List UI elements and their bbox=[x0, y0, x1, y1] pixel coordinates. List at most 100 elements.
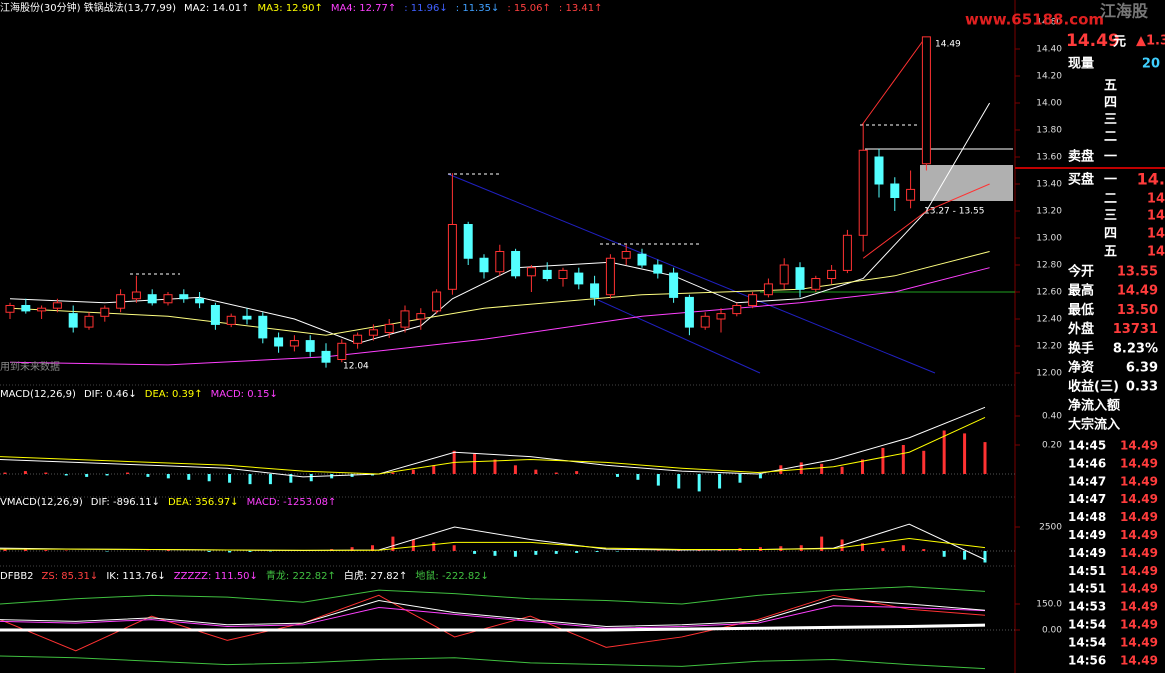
candle-body bbox=[400, 310, 410, 328]
indicator-value: DIF: -896.11↓ bbox=[91, 497, 160, 508]
sidebar-text: 大宗流入 bbox=[1068, 417, 1120, 433]
sidebar-text: 14.49 bbox=[1120, 564, 1158, 578]
candle-body bbox=[558, 269, 568, 279]
sidebar-text: 三 bbox=[1104, 209, 1117, 224]
candle-body bbox=[748, 294, 758, 307]
sidebar-text: 14.49 bbox=[1120, 618, 1158, 632]
indicator-line bbox=[0, 416, 986, 475]
candle-body bbox=[242, 315, 252, 320]
indicator-value: DIF: 0.46↓ bbox=[84, 389, 137, 400]
indicator-value: MA3: 12.90↑ bbox=[257, 3, 322, 14]
ma-line bbox=[9, 251, 990, 336]
sidebar-text: 14:49 bbox=[1068, 546, 1106, 560]
sidebar-text: 14:51 bbox=[1068, 582, 1106, 596]
candle-body bbox=[321, 350, 331, 363]
panel-title: DFBB2 bbox=[0, 571, 34, 582]
candle-body bbox=[384, 323, 394, 333]
candle-body bbox=[779, 264, 789, 285]
sidebar-text: 14.49 bbox=[1120, 635, 1158, 649]
sidebar-text: 14.49 bbox=[1120, 582, 1158, 596]
candle-body bbox=[858, 149, 868, 236]
indicator-line bbox=[0, 538, 986, 551]
sidebar-text: 买盘 bbox=[1068, 172, 1094, 188]
sidebar-text: 14 bbox=[1147, 227, 1165, 242]
candle-body bbox=[289, 340, 299, 347]
candle-body bbox=[258, 315, 268, 339]
y-tick-label: 2500 bbox=[1039, 523, 1062, 533]
candle-body bbox=[874, 156, 884, 185]
sidebar-text: 现量 bbox=[1068, 57, 1094, 72]
candle-body bbox=[147, 294, 157, 304]
sidebar-text: 一 bbox=[1104, 150, 1117, 165]
y-tick-label: 14.60 bbox=[1036, 18, 1062, 28]
indicator-line bbox=[0, 586, 986, 605]
y-tick-label: 12.80 bbox=[1036, 261, 1062, 271]
candle-body bbox=[84, 315, 94, 328]
sidebar-text: 14.49 bbox=[1066, 31, 1120, 51]
candle-body bbox=[116, 294, 126, 309]
candle-body bbox=[811, 278, 821, 290]
y-tick-label: 150.0 bbox=[1036, 600, 1062, 610]
y-tick-label: 12.00 bbox=[1036, 369, 1062, 379]
candle-body bbox=[52, 302, 62, 309]
candle-body bbox=[305, 340, 315, 352]
sidebar-text: 14:49 bbox=[1068, 528, 1106, 542]
candle-body bbox=[590, 283, 600, 298]
sidebar-text: 14:45 bbox=[1068, 439, 1106, 453]
indicator-line bbox=[0, 655, 986, 670]
sidebar-text: 20 bbox=[1142, 57, 1160, 72]
sidebar-text: 14.49 bbox=[1120, 600, 1158, 614]
sidebar-text: 14.49 bbox=[1120, 546, 1158, 560]
logo-brand: 江海股 bbox=[1100, 2, 1149, 21]
projection-line bbox=[861, 37, 926, 126]
candle-body bbox=[653, 264, 663, 274]
candle-body bbox=[906, 188, 916, 201]
sidebar-text: 五 bbox=[1104, 79, 1117, 94]
y-tick-label: 14.00 bbox=[1036, 99, 1062, 109]
candle-body bbox=[637, 253, 647, 266]
sidebar-text: 换手 bbox=[1068, 340, 1094, 356]
sidebar-text: 最低 bbox=[1068, 302, 1094, 318]
indicator-line bbox=[0, 594, 986, 652]
candle-body bbox=[131, 291, 141, 300]
sidebar-text: 元 bbox=[1113, 35, 1126, 50]
sidebar-text: 0.33 bbox=[1126, 380, 1158, 395]
indicator-value: DEA: 356.97↓ bbox=[168, 497, 239, 508]
y-tick-label: 0.00 bbox=[1042, 626, 1062, 636]
candle-body bbox=[179, 294, 189, 300]
sidebar-text: 8.23% bbox=[1113, 341, 1158, 356]
ma-line bbox=[9, 267, 990, 366]
sidebar-text: 收益(三) bbox=[1068, 379, 1119, 395]
sidebar-text: 外盘 bbox=[1067, 321, 1094, 337]
trend-line bbox=[447, 173, 936, 374]
candle-body bbox=[700, 315, 710, 328]
y-tick-label: 13.60 bbox=[1036, 153, 1062, 163]
panel-title: MACD(12,26,9) bbox=[0, 389, 76, 400]
candle-body bbox=[447, 224, 457, 290]
sidebar-text: 五 bbox=[1104, 245, 1117, 260]
sidebar-text: 二 bbox=[1104, 130, 1117, 145]
candle-body bbox=[842, 234, 852, 271]
note: 用到未来数据 bbox=[0, 360, 60, 373]
candle-body bbox=[479, 257, 489, 273]
indicator-value: MA4: 12.77↑ bbox=[331, 3, 396, 14]
candle-body bbox=[526, 267, 536, 277]
indicator-value: : 13.41↑ bbox=[559, 3, 603, 14]
y-tick-label: 14.20 bbox=[1036, 72, 1062, 82]
y-tick-label: 14.40 bbox=[1036, 45, 1062, 55]
candle-body bbox=[226, 315, 236, 325]
y-tick-label: 12.20 bbox=[1036, 342, 1062, 352]
low-label: 12.04 bbox=[343, 362, 369, 372]
indicator-value: MA2: 14.01↑ bbox=[184, 3, 249, 14]
candle-body bbox=[353, 334, 363, 344]
sidebar-text: 14. bbox=[1137, 170, 1165, 189]
sidebar-text: 二 bbox=[1104, 192, 1117, 207]
indicator-value: IK: 113.76↓ bbox=[106, 571, 165, 582]
sidebar-text: 14.49 bbox=[1120, 528, 1158, 542]
candle-body bbox=[716, 313, 726, 320]
range-label: 13.27 - 13.55 bbox=[924, 207, 985, 217]
sidebar-text: 14:54 bbox=[1068, 618, 1106, 632]
high-label: 14.49 bbox=[935, 40, 961, 50]
